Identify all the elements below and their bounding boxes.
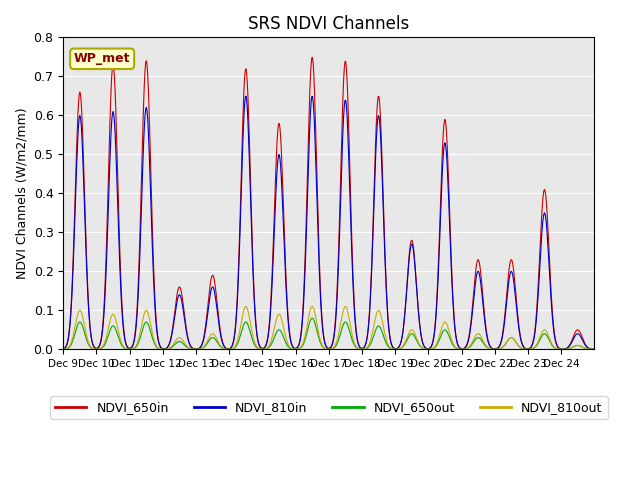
NDVI_810out xyxy=(463,346,470,351)
NDVI_810in xyxy=(591,347,598,352)
NDVI_810out xyxy=(591,347,598,352)
NDVI_810out xyxy=(398,344,406,350)
NDVI_810in xyxy=(463,343,470,348)
NDVI_810in xyxy=(383,287,390,293)
NDVI_650in xyxy=(308,55,316,60)
NDVI_650in xyxy=(383,282,390,288)
NDVI_650in xyxy=(369,244,376,250)
NDVI_650in xyxy=(92,346,100,351)
NDVI_650in xyxy=(60,346,67,352)
NDVI_810in xyxy=(369,252,376,258)
Line: NDVI_650out: NDVI_650out xyxy=(63,318,595,349)
NDVI_650in xyxy=(591,347,598,352)
Line: NDVI_810out: NDVI_810out xyxy=(63,306,595,349)
NDVI_810out xyxy=(92,346,100,352)
NDVI_650out xyxy=(60,347,67,352)
NDVI_810out xyxy=(517,345,525,351)
Text: WP_met: WP_met xyxy=(74,52,131,65)
NDVI_650out xyxy=(398,345,406,350)
NDVI_650out xyxy=(591,347,598,352)
NDVI_810out xyxy=(242,303,250,309)
NDVI_650out xyxy=(463,346,470,352)
NDVI_650out xyxy=(92,347,100,352)
NDVI_810in xyxy=(92,346,100,351)
Legend: NDVI_650in, NDVI_810in, NDVI_650out, NDVI_810out: NDVI_650in, NDVI_810in, NDVI_650out, NDV… xyxy=(50,396,607,419)
NDVI_650out xyxy=(369,337,376,343)
NDVI_810in xyxy=(517,338,525,344)
NDVI_650out xyxy=(383,340,390,346)
NDVI_810out xyxy=(369,331,376,336)
NDVI_810in xyxy=(398,334,406,339)
NDVI_650out xyxy=(517,345,525,351)
NDVI_650in xyxy=(398,333,406,339)
NDVI_810in xyxy=(60,346,67,352)
Y-axis label: NDVI Channels (W/m2/mm): NDVI Channels (W/m2/mm) xyxy=(15,108,28,279)
NDVI_810in xyxy=(242,93,250,99)
NDVI_810out xyxy=(383,336,390,342)
NDVI_650in xyxy=(463,342,470,348)
Line: NDVI_650in: NDVI_650in xyxy=(63,58,595,349)
Line: NDVI_810in: NDVI_810in xyxy=(63,96,595,349)
NDVI_650in xyxy=(517,337,525,343)
Title: SRS NDVI Channels: SRS NDVI Channels xyxy=(248,15,410,33)
NDVI_810out xyxy=(60,347,67,352)
NDVI_650out xyxy=(308,315,316,321)
